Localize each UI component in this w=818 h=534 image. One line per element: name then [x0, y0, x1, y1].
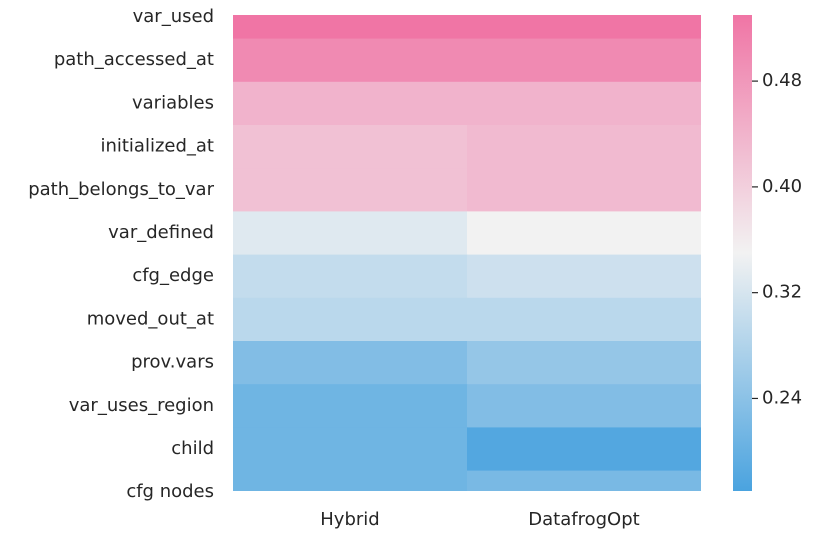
row-label: cfg_edge [132, 265, 214, 286]
row-label: path_accessed_at [54, 49, 214, 70]
colorbar-tick-label: 0.32 [762, 282, 802, 303]
heatmap-cell [233, 15, 468, 40]
heatmap-cell [233, 341, 468, 385]
row-label: prov.vars [131, 352, 214, 373]
heatmap-cell [233, 427, 468, 472]
heatmap-cell [467, 168, 701, 212]
row-label: cfg nodes [126, 481, 214, 502]
heatmap-cell [467, 81, 701, 126]
heatmap-cell [233, 38, 468, 83]
heatmap-cell [467, 384, 701, 428]
heatmap-cell [467, 125, 701, 169]
column-label: DatafrogOpt [528, 509, 639, 530]
heatmap-cell [233, 211, 468, 256]
row-label: child [171, 438, 214, 459]
row-label: var_uses_region [69, 395, 214, 416]
heatmap-cell [467, 470, 701, 491]
heatmap-cell [233, 125, 468, 169]
heatmap-cell [233, 81, 468, 126]
row-label: path_belongs_to_var [28, 179, 214, 200]
row-label: variables [132, 92, 214, 113]
heatmap-cell [233, 470, 468, 491]
row-label: var_defined [108, 222, 214, 243]
row-label: moved_out_at [87, 308, 214, 329]
colorbar [733, 15, 752, 491]
heatmap-cell [467, 211, 701, 256]
heatmap-cell [233, 384, 468, 428]
heatmap-cell [467, 15, 701, 40]
heatmap-cell [467, 341, 701, 385]
row-label: var_used [133, 6, 214, 27]
heatmap-cell [233, 297, 468, 342]
heatmap-cell [467, 427, 701, 472]
heatmap-cells [233, 15, 701, 491]
column-label: Hybrid [320, 509, 379, 530]
heatmap-cell [467, 38, 701, 83]
colorbar-tick-label: 0.40 [762, 176, 802, 197]
heatmap-cell [467, 297, 701, 342]
row-label: initialized_at [100, 136, 214, 157]
heatmap-cell [467, 254, 701, 299]
heatmap-cell [233, 168, 468, 212]
colorbar-tick-label: 0.24 [762, 387, 802, 408]
heatmap-cell [233, 254, 468, 299]
colorbar-tick-label: 0.48 [762, 70, 802, 91]
